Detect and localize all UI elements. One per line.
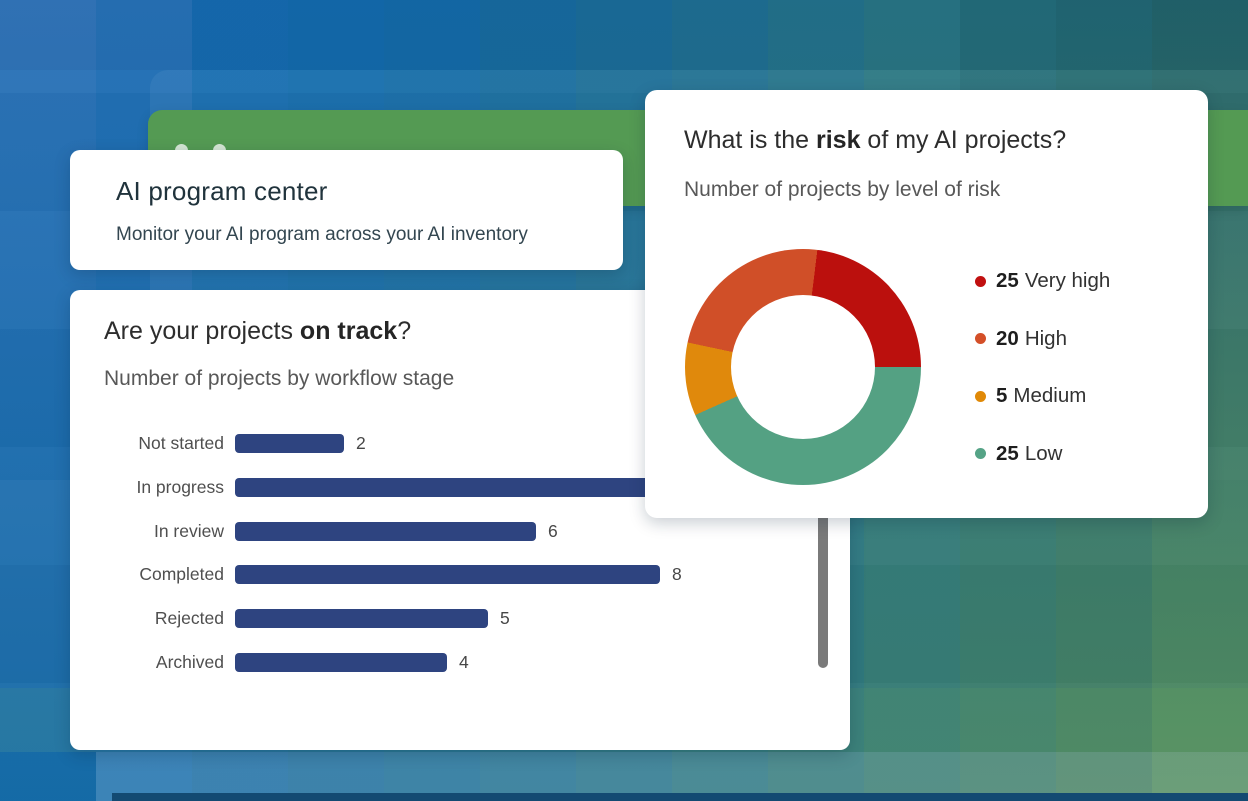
legend-item[interactable]: 25 Very high [975,268,1110,294]
program-center-title: AI program center [116,176,328,206]
bar-label: In progress [136,477,224,498]
hidden-text-fragment [213,144,226,151]
legend-value: 25 [996,269,1019,292]
legend-dot-icon [975,333,986,344]
bar[interactable] [235,565,660,585]
legend-value: 5 [996,384,1008,407]
bar-value: 8 [672,564,682,585]
bar-row: Rejected 5 [70,597,850,641]
bar-row: Not started 2 [70,422,850,466]
risk-title: What is the risk of my AI projects? [684,126,1067,154]
program-center-subtitle: Monitor your AI program across your AI i… [116,224,528,245]
legend-dot-icon [975,275,986,287]
legend-dot-icon [975,448,986,459]
legend-value: 20 [996,326,1019,350]
legend-dot-icon [975,390,986,402]
bar-label: Rejected [154,608,224,629]
scrollbar-thumb[interactable] [818,490,828,668]
donut-hole [731,295,875,439]
bar-chart-subtitle: Number of projects by workflow stage [104,367,455,390]
legend-label: Very high [1024,269,1111,292]
hidden-text-fragment [175,144,188,151]
bar[interactable] [235,434,344,454]
legend-item[interactable]: 5 Medium [975,383,1110,409]
background-band-bottom [96,752,1248,801]
risk-donut-chart[interactable] [685,249,921,485]
program-center-card: AI program center Monitor your AI progra… [70,150,623,270]
bar-value: 5 [500,608,510,629]
risk-legend: 25 Very high 20 High 5 Medium 25 Low [975,268,1110,498]
background-band-top [0,0,1248,70]
bar-value: 6 [548,520,558,541]
bar[interactable] [235,609,488,629]
bar-label: Completed [139,564,224,585]
legend-label: High [1024,326,1067,350]
bar-label: Archived [155,651,224,672]
bar-row: Completed 8 [70,553,850,597]
legend-item[interactable]: 25 Low [975,441,1110,467]
bar-value: 2 [356,433,366,454]
legend-item[interactable]: 20 High [975,326,1110,352]
bottom-dark-strip [112,793,1248,801]
bar-label: In review [153,520,224,541]
bar[interactable] [235,652,447,672]
bar-value: 4 [459,651,469,672]
bar-label: Not started [138,433,224,454]
bar[interactable] [235,521,536,541]
bar-chart-title: Are your projects on track? [104,317,412,345]
bar-row: Archived 4 [70,640,850,684]
bar-row: In review 6 [70,509,850,553]
legend-value: 25 [996,441,1019,465]
legend-label: Medium [1013,384,1087,407]
risk-subtitle: Number of projects by level of risk [684,178,1001,201]
legend-label: Low [1024,441,1063,465]
risk-card: What is the risk of my AI projects? Numb… [645,90,1208,518]
